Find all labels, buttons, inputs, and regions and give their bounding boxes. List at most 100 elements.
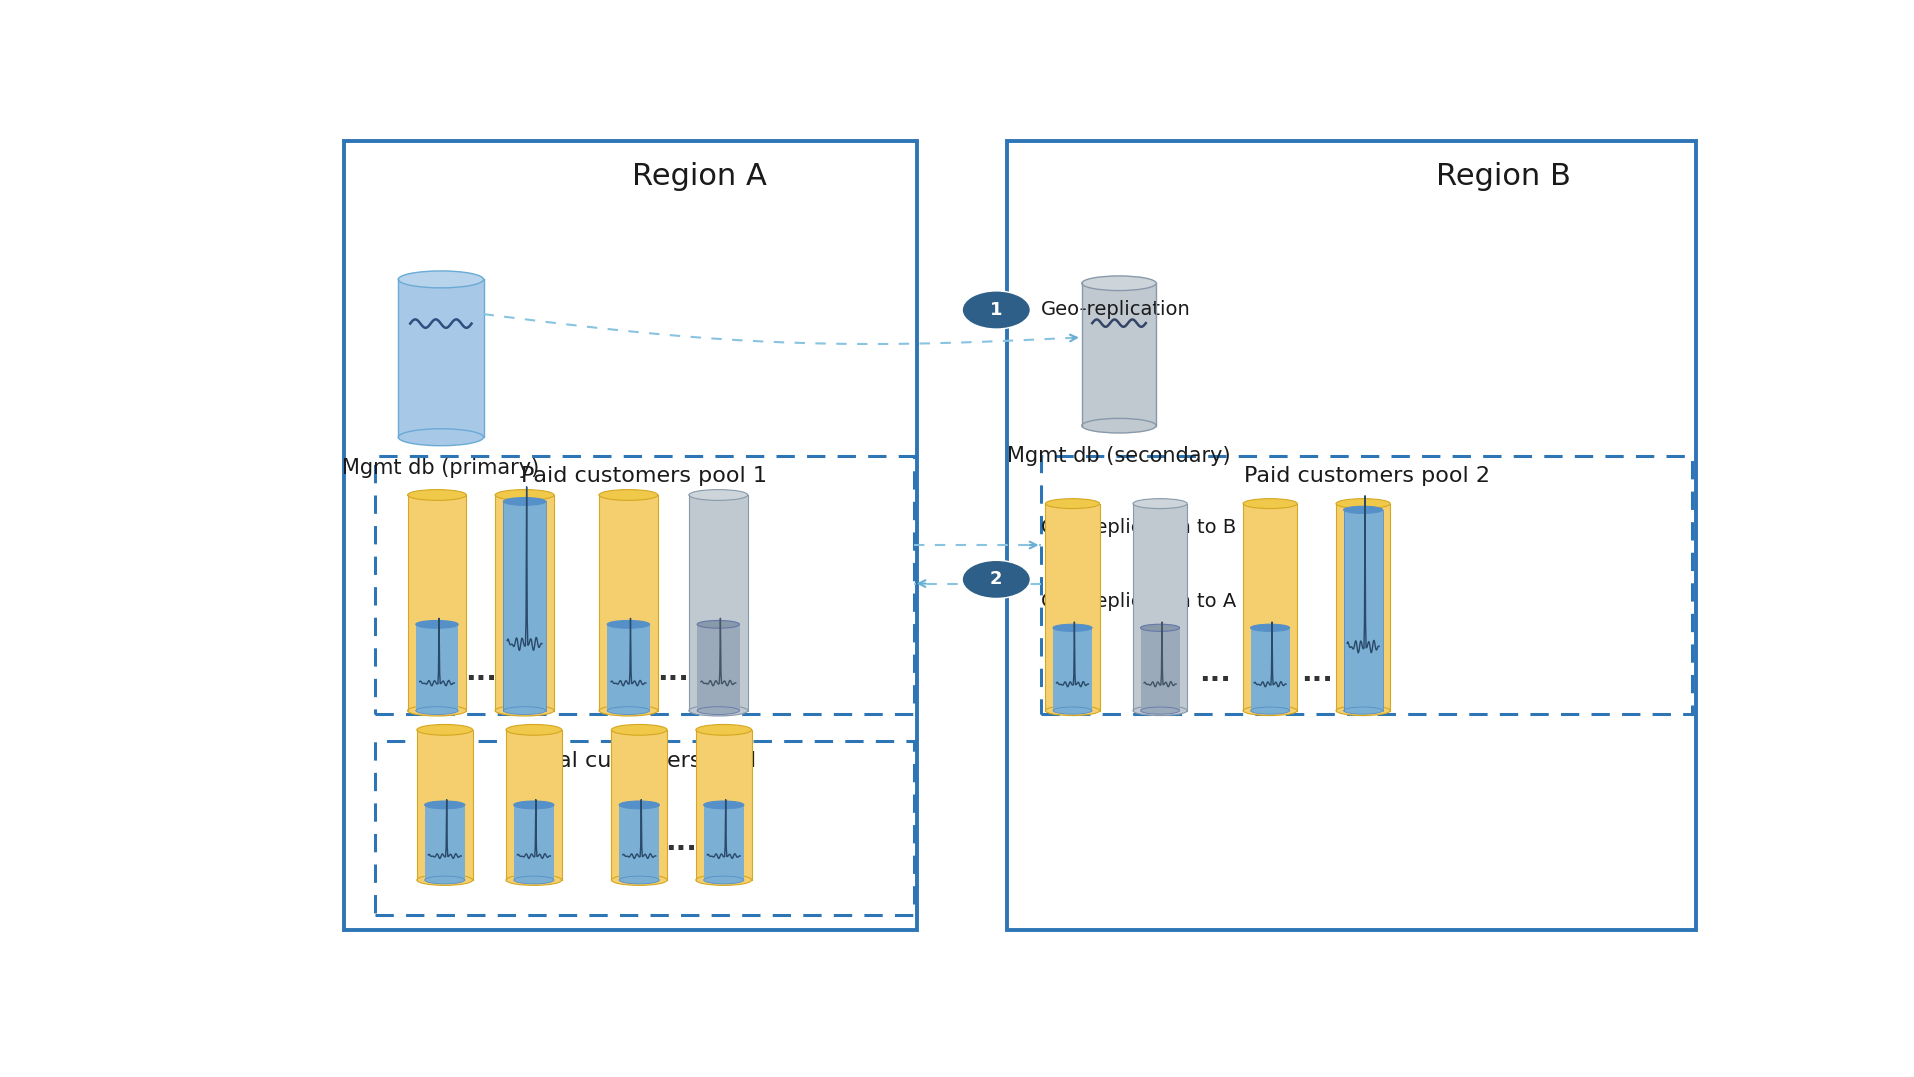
- Ellipse shape: [1336, 499, 1390, 508]
- Ellipse shape: [1344, 707, 1382, 714]
- Ellipse shape: [415, 707, 457, 714]
- Ellipse shape: [408, 490, 467, 501]
- Text: Region B: Region B: [1436, 162, 1569, 191]
- Ellipse shape: [599, 705, 658, 716]
- Ellipse shape: [611, 875, 666, 885]
- Bar: [375, 457, 913, 714]
- Polygon shape: [1242, 504, 1296, 711]
- Ellipse shape: [1141, 625, 1179, 631]
- Polygon shape: [513, 805, 553, 880]
- Ellipse shape: [695, 725, 752, 736]
- Polygon shape: [702, 805, 743, 880]
- Ellipse shape: [1242, 705, 1296, 715]
- Polygon shape: [1250, 628, 1288, 711]
- Ellipse shape: [417, 875, 473, 885]
- Polygon shape: [1344, 509, 1382, 711]
- Ellipse shape: [607, 620, 649, 628]
- Polygon shape: [1045, 504, 1099, 711]
- Ellipse shape: [1045, 705, 1099, 715]
- Ellipse shape: [415, 620, 457, 628]
- Ellipse shape: [417, 725, 473, 736]
- Bar: [1007, 141, 1696, 931]
- Polygon shape: [425, 805, 465, 880]
- Text: ...: ...: [1198, 659, 1231, 687]
- Text: 1: 1: [990, 300, 1003, 319]
- Ellipse shape: [702, 801, 743, 809]
- Ellipse shape: [697, 620, 739, 628]
- Polygon shape: [505, 730, 561, 880]
- Ellipse shape: [618, 876, 658, 884]
- Text: ...: ...: [657, 658, 689, 686]
- Text: Region A: Region A: [632, 162, 768, 191]
- Ellipse shape: [1081, 276, 1156, 291]
- Ellipse shape: [496, 705, 553, 716]
- Text: Geo-replication to B: Geo-replication to B: [1041, 518, 1235, 536]
- Text: ...: ...: [465, 658, 496, 686]
- Polygon shape: [1336, 504, 1390, 711]
- Bar: [375, 741, 913, 914]
- Ellipse shape: [503, 707, 545, 714]
- Polygon shape: [611, 730, 666, 880]
- Ellipse shape: [1344, 506, 1382, 514]
- Polygon shape: [417, 730, 473, 880]
- Polygon shape: [496, 495, 553, 711]
- Ellipse shape: [1336, 705, 1390, 715]
- Ellipse shape: [1133, 705, 1187, 715]
- Polygon shape: [1133, 504, 1187, 711]
- Text: 2: 2: [990, 571, 1003, 588]
- Text: ...: ...: [1300, 659, 1332, 687]
- Ellipse shape: [398, 429, 482, 446]
- Ellipse shape: [496, 490, 553, 501]
- Polygon shape: [1141, 628, 1179, 711]
- Circle shape: [961, 560, 1030, 599]
- Ellipse shape: [505, 725, 561, 736]
- Polygon shape: [398, 279, 482, 437]
- Polygon shape: [697, 625, 739, 711]
- Polygon shape: [695, 730, 752, 880]
- Circle shape: [961, 291, 1030, 330]
- Ellipse shape: [513, 801, 553, 809]
- Ellipse shape: [1045, 499, 1099, 508]
- Ellipse shape: [697, 707, 739, 714]
- Ellipse shape: [689, 490, 746, 501]
- Polygon shape: [607, 625, 649, 711]
- Ellipse shape: [689, 705, 746, 716]
- Text: Geo-replication to A: Geo-replication to A: [1041, 592, 1235, 611]
- Text: ...: ...: [666, 828, 697, 856]
- Ellipse shape: [1053, 707, 1091, 714]
- Ellipse shape: [1133, 499, 1187, 508]
- Polygon shape: [1081, 283, 1156, 425]
- Ellipse shape: [695, 875, 752, 885]
- Bar: [345, 141, 917, 931]
- Polygon shape: [415, 625, 457, 711]
- Ellipse shape: [398, 271, 482, 288]
- Text: Mgmt db (primary): Mgmt db (primary): [343, 458, 540, 478]
- Ellipse shape: [503, 498, 545, 505]
- Ellipse shape: [1242, 499, 1296, 508]
- Polygon shape: [599, 495, 658, 711]
- Polygon shape: [503, 502, 545, 711]
- Ellipse shape: [611, 725, 666, 736]
- Ellipse shape: [505, 875, 561, 885]
- Ellipse shape: [425, 876, 465, 884]
- Text: Paid customers pool 2: Paid customers pool 2: [1244, 466, 1489, 487]
- Ellipse shape: [408, 705, 467, 716]
- Polygon shape: [408, 495, 467, 711]
- Polygon shape: [618, 805, 658, 880]
- Bar: [1041, 457, 1692, 714]
- Text: Paid customers pool 1: Paid customers pool 1: [521, 466, 768, 487]
- Polygon shape: [1053, 628, 1091, 711]
- Ellipse shape: [607, 707, 649, 714]
- Polygon shape: [689, 495, 746, 711]
- Ellipse shape: [618, 801, 658, 809]
- Ellipse shape: [1250, 625, 1288, 631]
- Ellipse shape: [1081, 418, 1156, 433]
- Ellipse shape: [1053, 625, 1091, 631]
- Ellipse shape: [599, 490, 658, 501]
- Text: Trial customers pool: Trial customers pool: [532, 752, 756, 771]
- Text: Mgmt db (secondary): Mgmt db (secondary): [1007, 447, 1231, 466]
- Text: Geo-replication: Geo-replication: [1041, 300, 1191, 320]
- Ellipse shape: [513, 876, 553, 884]
- Ellipse shape: [1250, 707, 1288, 714]
- Ellipse shape: [702, 876, 743, 884]
